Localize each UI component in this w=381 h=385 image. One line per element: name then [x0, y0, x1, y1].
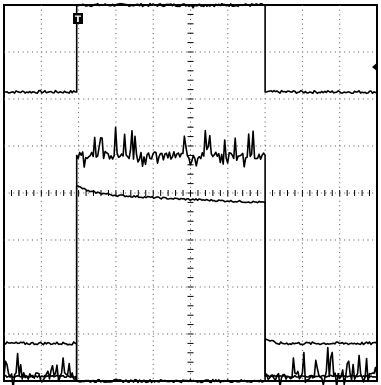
trace-2: [3, 126, 378, 385]
top-center-marker-icon: [189, 4, 197, 9]
trace-3: [3, 185, 378, 378]
graticule-grid: [3, 4, 378, 382]
trace-4: [3, 337, 378, 384]
scope-markers: T: [73, 4, 378, 72]
level-arrow-icon: [372, 62, 378, 72]
trigger-marker-label: T: [75, 15, 82, 25]
trigger-marker-icon: T: [73, 13, 83, 25]
